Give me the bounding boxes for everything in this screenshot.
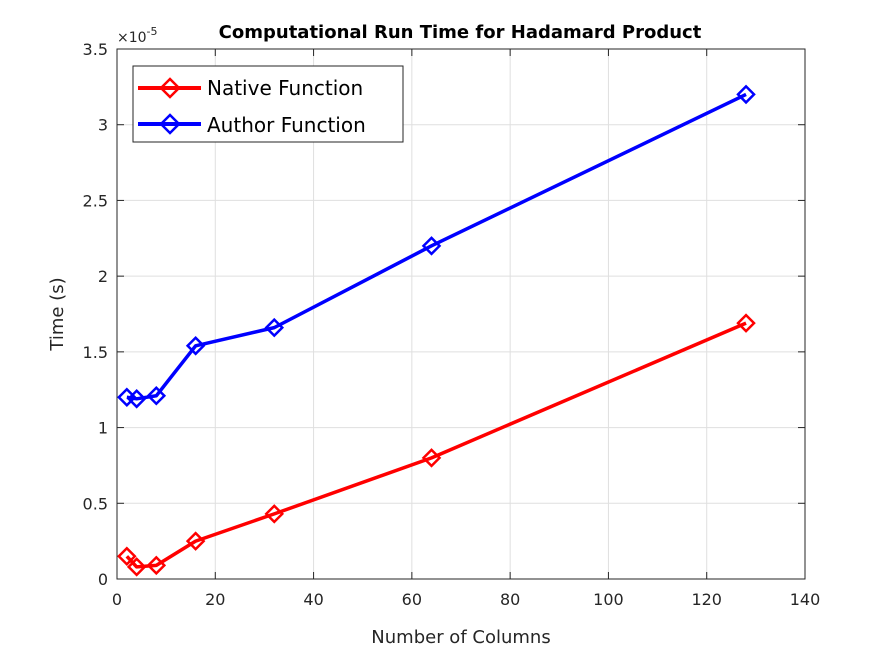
series-line	[125, 321, 747, 569]
x-tick-label: 40	[303, 590, 323, 609]
data-point	[185, 336, 206, 356]
series-line	[126, 92, 747, 401]
x-tick-label: 120	[691, 590, 722, 609]
y-tick-label: 1.5	[83, 343, 108, 362]
ticks: 0 20 40 60 80 100 120 140 0 0.5 1 1.5 2 2.5 3 3.5	[83, 40, 821, 609]
data-point	[146, 555, 167, 576]
legend-marker-author	[159, 113, 181, 135]
y-tick-label: 3.5	[83, 40, 108, 59]
y-tick-label: 2.5	[83, 191, 108, 210]
legend-marker-native	[159, 77, 181, 99]
data-point	[264, 317, 285, 338]
data-point	[736, 84, 756, 105]
series-group	[117, 84, 756, 577]
x-axis-label: Number of Columns	[371, 627, 550, 648]
legend-box	[132, 65, 404, 143]
y-axis-label: Time (s)	[47, 277, 68, 351]
data-point	[421, 448, 442, 468]
y-exponent-power: -5	[147, 25, 158, 38]
chart-title: Computational Run Time for Hadamard Prod…	[219, 22, 702, 43]
x-tick-label: 100	[593, 590, 624, 609]
data-point	[421, 236, 442, 256]
data-point	[185, 531, 206, 551]
data-point	[117, 546, 137, 567]
y-exponent-label: ×10-5	[117, 25, 158, 46]
x-tick-label: 60	[402, 590, 422, 609]
x-tick-label: 80	[500, 590, 520, 609]
data-point	[736, 313, 756, 333]
data-point	[126, 557, 147, 577]
plot-frame	[116, 48, 806, 580]
y-tick-label: 3	[98, 116, 108, 135]
x-tick-label: 0	[112, 590, 122, 609]
y-tick-label: 1	[98, 419, 108, 438]
y-tick-label: 0	[98, 570, 108, 589]
y-exponent-base: ×10	[117, 30, 147, 46]
data-point	[126, 389, 147, 409]
x-tick-label: 140	[790, 590, 821, 609]
legend: Native Function Author Function	[132, 65, 404, 143]
legend-label-native: Native Function	[207, 76, 363, 100]
y-tick-label: 2	[98, 267, 108, 286]
data-point	[146, 386, 167, 406]
data-point	[264, 504, 285, 524]
y-tick-label: 0.5	[83, 494, 108, 513]
x-tick-label: 20	[205, 590, 225, 609]
legend-label-author: Author Function	[207, 113, 366, 137]
